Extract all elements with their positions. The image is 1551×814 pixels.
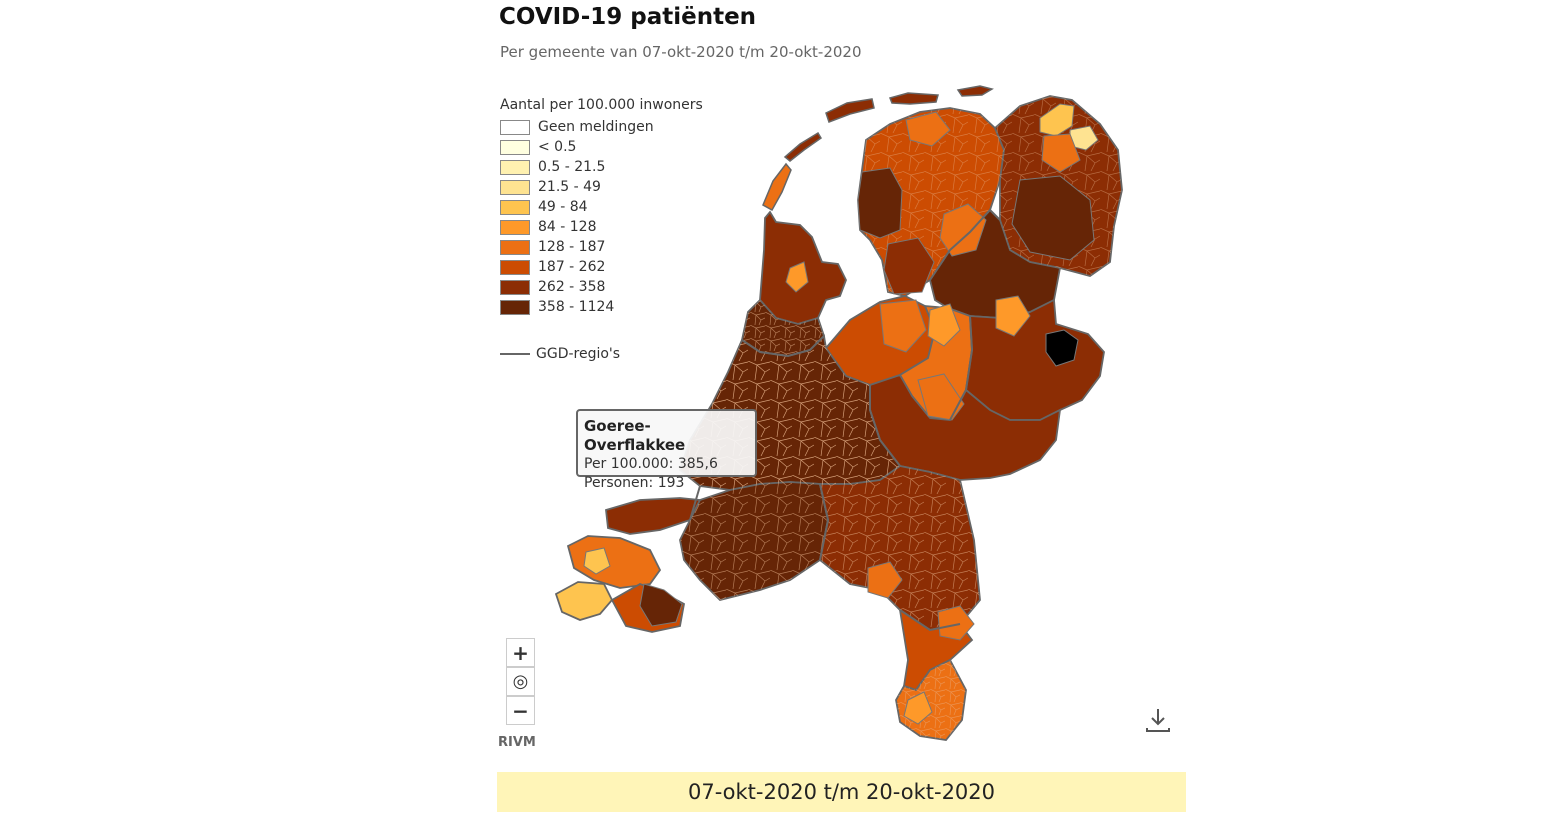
legend-swatch [500,119,530,135]
municipality[interactable] [939,203,987,257]
legend-label: 358 - 1124 [538,299,615,315]
period-bar[interactable]: 07-okt-2020 t/m 20-okt-2020 [497,772,1186,812]
zoom-out-button[interactable]: − [506,696,535,725]
legend-label: Geen meldingen [538,119,654,135]
municipality[interactable] [1045,329,1079,367]
legend-item[interactable]: 49 - 84 [500,197,703,217]
municipality[interactable] [1011,175,1095,261]
legend-item[interactable]: 84 - 128 [500,217,703,237]
legend-item[interactable]: 0.5 - 21.5 [500,157,703,177]
tooltip-persons: Personen: 193 [584,475,685,491]
tooltip-rate: Per 100.000: 385,6 [584,456,718,472]
municipality-highlights[interactable] [583,103,1099,725]
legend-swatch [500,139,530,155]
legend-swatch [500,279,530,295]
municipality[interactable] [883,237,935,295]
island-terschelling[interactable] [825,98,875,123]
legend-item[interactable]: 262 - 358 [500,277,703,297]
ggd-line-sample [500,353,530,355]
chart-title: COVID-19 patiënten [499,4,757,30]
legend-item[interactable]: 187 - 262 [500,257,703,277]
reset-view-button[interactable]: ◎ [506,667,535,696]
island-vlieland[interactable] [783,131,823,162]
legend-swatch [500,259,530,275]
municipality[interactable] [785,261,809,293]
credit-label: RIVM [498,735,536,750]
municipality[interactable] [903,691,933,725]
legend-label: 187 - 262 [538,259,606,275]
download-icon[interactable] [1143,705,1173,735]
municipality[interactable] [995,295,1031,337]
region-zeeuws-vlaanderen[interactable] [554,581,614,621]
municipality[interactable] [1041,133,1081,173]
legend-label: 262 - 358 [538,279,606,295]
legend-swatch [500,179,530,195]
legend-swatch [500,219,530,235]
legend-label: 21.5 - 49 [538,179,601,195]
municipality[interactable] [879,299,927,353]
legend: Aantal per 100.000 inwoners Geen melding… [500,97,703,317]
period-label: 07-okt-2020 t/m 20-okt-2020 [687,780,996,804]
map-tooltip: Goeree-Overflakkee Per 100.000: 385,6 Pe… [576,409,757,491]
ggd-region-boundaries [689,208,1001,632]
municipality[interactable] [917,373,965,421]
legend-label: 0.5 - 21.5 [538,159,606,175]
municipality[interactable] [639,583,683,627]
legend-label: 49 - 84 [538,199,588,215]
ggd-line-label: GGD-regio's [536,346,621,362]
legend-swatch [500,299,530,315]
island-ameland[interactable] [888,92,939,105]
island-schiermonnikoog[interactable] [956,85,994,97]
municipality[interactable] [905,111,951,147]
municipality[interactable] [937,605,975,641]
legend-swatch [500,239,530,255]
legend-label: < 0.5 [538,139,577,155]
municipality[interactable] [867,561,903,599]
region-twente[interactable] [965,298,1105,421]
legend-swatch [500,159,530,175]
chart-subtitle: Per gemeente van 07-okt-2020 t/m 20-okt-… [500,43,862,61]
legend-title: Aantal per 100.000 inwoners [500,97,703,113]
legend-ggd-line: GGD-regio's [500,346,620,362]
legend-label: 128 - 187 [538,239,606,255]
municipality[interactable] [857,167,903,239]
municipality[interactable] [927,303,961,347]
legend-item[interactable]: 21.5 - 49 [500,177,703,197]
tooltip-title: Goeree-Overflakkee [584,417,686,454]
legend-item[interactable]: 128 - 187 [500,237,703,257]
legend-swatch [500,199,530,215]
wadden-islands[interactable] [762,85,994,212]
legend-item[interactable]: Geen meldingen [500,117,703,137]
island-texel[interactable] [762,162,792,212]
zoom-in-button[interactable]: + [506,638,535,667]
legend-label: 84 - 128 [538,219,597,235]
legend-item[interactable]: < 0.5 [500,137,703,157]
municipality[interactable] [1039,103,1075,137]
municipality[interactable] [583,547,611,575]
region-walcheren[interactable] [566,535,662,589]
legend-item[interactable]: 358 - 1124 [500,297,703,317]
